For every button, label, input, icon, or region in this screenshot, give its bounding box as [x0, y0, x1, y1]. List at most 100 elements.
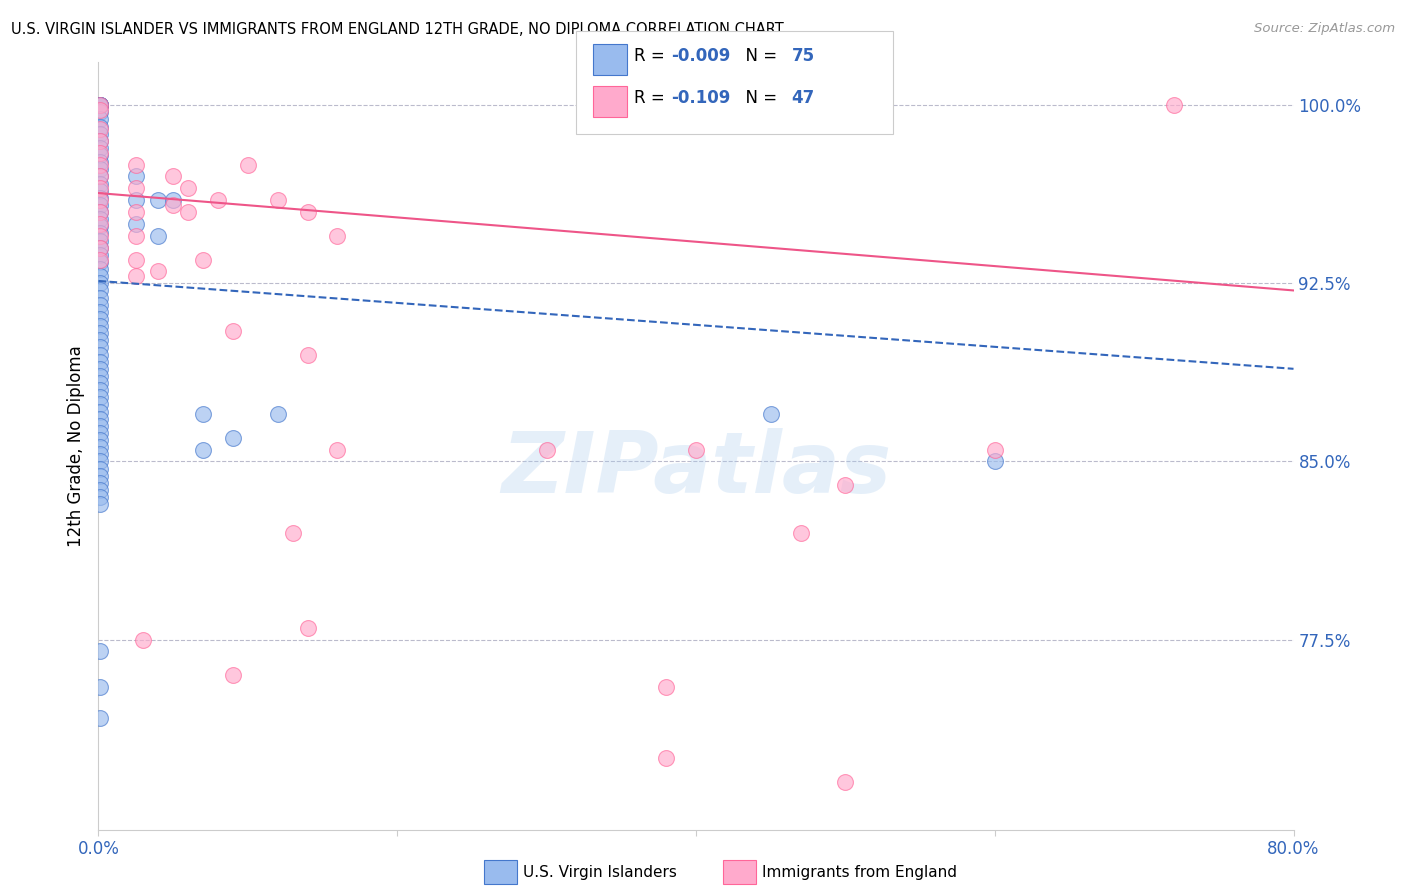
- Point: [89, 447, 111, 461]
- Point: [148, 228, 170, 243]
- Point: [89, 141, 111, 155]
- Point: [89, 212, 111, 227]
- Point: [207, 193, 229, 207]
- Text: -0.109: -0.109: [671, 89, 730, 107]
- Text: 75: 75: [792, 47, 814, 65]
- Point: [89, 105, 111, 120]
- Point: [89, 177, 111, 191]
- Point: [89, 383, 111, 397]
- Point: [89, 155, 111, 169]
- Point: [89, 169, 111, 184]
- Point: [89, 269, 111, 284]
- Point: [89, 228, 111, 243]
- Text: N =: N =: [735, 47, 783, 65]
- Text: R =: R =: [634, 89, 675, 107]
- Point: [89, 191, 111, 205]
- Point: [89, 103, 111, 117]
- Point: [89, 475, 111, 490]
- Point: [536, 442, 558, 457]
- Point: [162, 193, 184, 207]
- Point: [89, 404, 111, 418]
- Point: [89, 112, 111, 127]
- Point: [89, 148, 111, 162]
- Point: [267, 407, 290, 421]
- Point: [89, 134, 111, 148]
- Point: [125, 217, 148, 231]
- Point: [89, 227, 111, 241]
- Point: [685, 442, 707, 457]
- Point: [191, 252, 214, 267]
- Point: [89, 454, 111, 468]
- Point: [89, 181, 111, 195]
- Point: [89, 248, 111, 262]
- Point: [89, 284, 111, 298]
- Point: [89, 122, 111, 136]
- Point: [89, 319, 111, 334]
- Point: [89, 341, 111, 355]
- Point: [89, 217, 111, 231]
- Text: ZIPatlas: ZIPatlas: [501, 427, 891, 510]
- Point: [177, 181, 200, 195]
- Point: [297, 621, 319, 635]
- Point: [89, 312, 111, 326]
- Point: [834, 478, 856, 492]
- Point: [89, 98, 111, 112]
- Point: [89, 711, 111, 725]
- Point: [89, 468, 111, 483]
- Point: [236, 157, 259, 171]
- Point: [89, 234, 111, 248]
- Point: [177, 205, 200, 219]
- Text: U.S. Virgin Islanders: U.S. Virgin Islanders: [523, 865, 676, 880]
- Point: [297, 347, 319, 361]
- Text: U.S. VIRGIN ISLANDER VS IMMIGRANTS FROM ENGLAND 12TH GRADE, NO DIPLOMA CORRELATI: U.S. VIRGIN ISLANDER VS IMMIGRANTS FROM …: [11, 22, 785, 37]
- Point: [297, 205, 319, 219]
- Point: [125, 205, 148, 219]
- Point: [89, 433, 111, 447]
- Point: [89, 205, 111, 219]
- Point: [89, 644, 111, 658]
- Point: [326, 228, 349, 243]
- Point: [89, 334, 111, 348]
- Point: [89, 120, 111, 134]
- Point: [89, 368, 111, 383]
- Point: [162, 198, 184, 212]
- Text: Immigrants from England: Immigrants from England: [762, 865, 957, 880]
- Point: [834, 775, 856, 789]
- Point: [984, 442, 1007, 457]
- Point: [222, 668, 245, 682]
- Point: [89, 305, 111, 319]
- Point: [89, 127, 111, 141]
- Point: [125, 252, 148, 267]
- Point: [89, 252, 111, 267]
- Point: [148, 193, 170, 207]
- Point: [132, 632, 155, 647]
- Point: [89, 376, 111, 390]
- Point: [222, 324, 245, 338]
- Text: N =: N =: [735, 89, 783, 107]
- Point: [655, 680, 678, 694]
- Point: [267, 193, 290, 207]
- Point: [89, 291, 111, 305]
- Point: [125, 193, 148, 207]
- Point: [655, 751, 678, 765]
- Point: [125, 157, 148, 171]
- Point: [89, 219, 111, 234]
- Point: [89, 483, 111, 497]
- Text: R =: R =: [634, 47, 671, 65]
- Point: [125, 228, 148, 243]
- Point: [89, 241, 111, 255]
- Point: [89, 98, 111, 112]
- Point: [89, 361, 111, 376]
- Point: [89, 497, 111, 511]
- Point: [759, 407, 782, 421]
- Point: [89, 418, 111, 433]
- Point: [89, 184, 111, 198]
- Point: [89, 490, 111, 504]
- Point: [789, 525, 811, 540]
- Point: [125, 181, 148, 195]
- Point: [89, 169, 111, 184]
- Point: [89, 98, 111, 112]
- Text: 47: 47: [792, 89, 815, 107]
- Point: [125, 169, 148, 184]
- Point: [1163, 98, 1185, 112]
